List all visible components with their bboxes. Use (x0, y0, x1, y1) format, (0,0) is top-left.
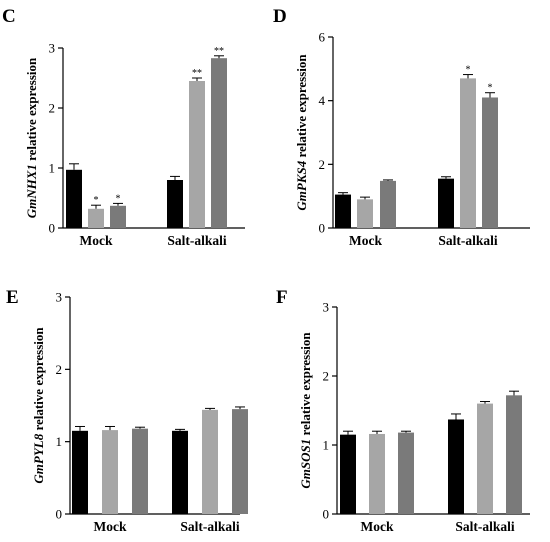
bar (460, 78, 476, 228)
y-tick-label: 2 (56, 362, 63, 377)
gene-name: GmNHX1 (24, 164, 39, 218)
y-tick-label: 4 (319, 93, 326, 108)
gene-name: GmSOS1 (298, 439, 313, 489)
panel-e: E 0 1 2 3 GmPYL8 relative expression Mock Salt-… (6, 287, 248, 534)
y-tick-label: 0 (49, 221, 56, 236)
panel-letter: F (276, 287, 288, 308)
x-category-label: Salt-alkali (438, 233, 498, 248)
y-tick-label: 0 (56, 507, 63, 522)
bar (132, 428, 148, 514)
x-category-label: Mock (361, 519, 394, 534)
y-label-suffix: relative expression (294, 54, 309, 161)
significance-mark: * (116, 193, 121, 204)
bar (102, 430, 118, 514)
x-category-label: Salt-alkali (455, 519, 515, 534)
y-tick-label: 1 (56, 434, 63, 449)
y-tick-label: 2 (319, 157, 326, 172)
x-category-label: Mock (349, 233, 382, 248)
y-tick-label: 3 (323, 300, 330, 315)
significance-mark: * (94, 195, 99, 206)
y-axis-label: GmPKS4 relative expression (294, 54, 309, 211)
bar (380, 180, 396, 228)
y-label-suffix: relative expression (24, 57, 39, 164)
y-tick-label: 2 (323, 369, 330, 384)
bar (66, 169, 82, 228)
bar (232, 409, 248, 514)
y-tick-label: 0 (319, 221, 326, 236)
y-axis-label: GmSOS1 relative expression (298, 332, 313, 489)
panel-letter: E (6, 287, 19, 308)
bar (438, 178, 454, 228)
bar (110, 205, 126, 228)
bar (448, 419, 464, 514)
panel-f: F 0 1 2 3 GmSOS1 relative expression Mock Salt-… (276, 287, 530, 534)
y-tick-label: 0 (323, 507, 330, 522)
significance-mark: ** (214, 46, 224, 57)
x-category-label: Mock (80, 233, 113, 248)
significance-mark: * (488, 83, 493, 94)
significance-mark: * (466, 65, 471, 76)
bar (506, 395, 522, 514)
bar (477, 403, 493, 514)
y-label-suffix: relative expression (298, 332, 313, 439)
significance-mark: ** (192, 68, 202, 79)
bar (357, 199, 373, 228)
y-label-suffix: relative expression (31, 327, 46, 434)
y-tick-label: 1 (323, 438, 330, 453)
y-tick-label: 6 (319, 30, 326, 45)
bar (398, 432, 414, 514)
bar (167, 180, 183, 228)
gene-name: GmPYL8 (31, 433, 46, 483)
bar (202, 409, 218, 514)
y-tick-label: 1 (49, 161, 56, 176)
bar (211, 58, 227, 229)
x-category-label: Salt-alkali (180, 519, 240, 534)
bar (482, 97, 498, 228)
bar (340, 434, 356, 514)
y-tick-label: 3 (49, 41, 56, 56)
bar (189, 81, 205, 228)
y-axis-label: GmPYL8 relative expression (31, 327, 46, 484)
y-tick-label: 3 (56, 290, 63, 305)
panel-letter: D (273, 6, 287, 27)
x-category-label: Salt-alkali (167, 233, 227, 248)
bar (369, 433, 385, 514)
x-category-label: Mock (94, 519, 127, 534)
bar (72, 430, 88, 514)
panel-d: D 0 2 4 6 GmPKS4 relative expression Mock * * Sal… (273, 6, 530, 248)
panel-letter: C (2, 6, 16, 27)
bar (88, 208, 104, 228)
bar (335, 194, 351, 228)
bar (172, 430, 188, 514)
gene-name: GmPKS4 (294, 160, 309, 210)
y-tick-label: 2 (49, 101, 56, 116)
y-axis-label: GmNHX1 relative expression (24, 57, 39, 218)
